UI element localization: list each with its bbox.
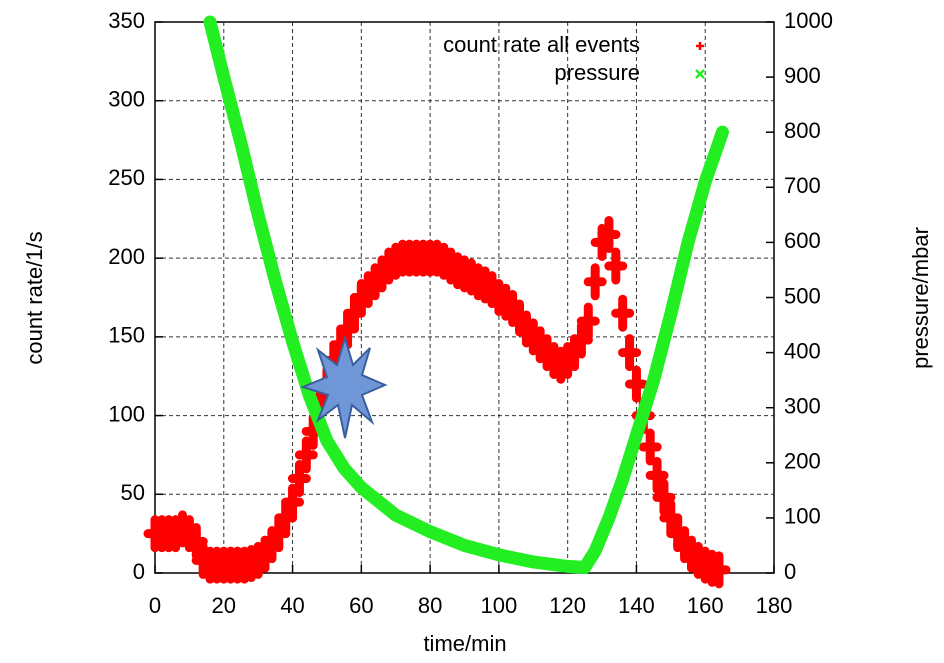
decorative-star <box>300 334 388 439</box>
plot-layers: 0 20 40 60 80 100 120 140 160 180 0 50 100 150 200 250 3… <box>108 8 833 618</box>
data-point <box>287 460 311 498</box>
data-point <box>645 456 669 494</box>
series-line <box>203 15 729 574</box>
x-tick-label: 40 <box>280 593 304 618</box>
data-point <box>611 294 635 332</box>
x-tick-label: 80 <box>418 593 442 618</box>
legend-label: pressure <box>554 60 640 85</box>
y2-tick-label: 1000 <box>784 8 833 33</box>
data-point <box>604 247 628 285</box>
legend-label: count rate all events <box>443 32 640 57</box>
x-tick-label: 60 <box>349 593 373 618</box>
legend-marker <box>695 69 705 79</box>
y-axis-label: count rate/1/s <box>22 231 47 364</box>
x-tick-label: 180 <box>756 593 793 618</box>
x-tick-label: 160 <box>687 593 724 618</box>
y-tick-label: 100 <box>108 401 145 426</box>
data-point <box>624 365 648 403</box>
y-tick-label: 200 <box>108 244 145 269</box>
y2-tick-label: 700 <box>784 173 821 198</box>
data-point <box>583 263 607 301</box>
y2-tick-label: 900 <box>784 63 821 88</box>
y-tick-label: 300 <box>108 87 145 112</box>
data-point <box>638 428 662 466</box>
x-axis-label: time/min <box>423 631 506 656</box>
data-point <box>707 551 731 589</box>
y2-tick-label: 0 <box>784 559 796 584</box>
data-point <box>652 478 676 516</box>
y2-tick-label: 500 <box>784 283 821 308</box>
y-tick-label: 50 <box>121 480 145 505</box>
y2-tick-label: 300 <box>784 394 821 419</box>
y2-tick-label: 600 <box>784 228 821 253</box>
x-tick-label: 120 <box>549 593 586 618</box>
y2-axis-label: pressure/mbar <box>908 227 933 369</box>
x-tick-label: 140 <box>618 593 655 618</box>
data-point <box>294 436 318 474</box>
y-tick-label: 250 <box>108 165 145 190</box>
data-point <box>597 216 621 254</box>
y2-tick-label: 200 <box>784 449 821 474</box>
y2-tick-label: 800 <box>784 118 821 143</box>
data-point <box>618 334 642 372</box>
legend-marker <box>696 42 704 50</box>
y2-tick-label: 100 <box>784 504 821 529</box>
data-point <box>576 302 600 340</box>
y-tick-label: 350 <box>108 8 145 33</box>
x-tick-label: 20 <box>212 593 236 618</box>
data-point <box>569 321 593 359</box>
data-point <box>184 523 208 561</box>
data-point <box>281 483 305 521</box>
x-tick-label: 100 <box>481 593 518 618</box>
y-tick-label: 150 <box>108 323 145 348</box>
x-tick-label: 0 <box>149 593 161 618</box>
y-tick-label: 0 <box>133 559 145 584</box>
y2-tick-label: 400 <box>784 338 821 363</box>
